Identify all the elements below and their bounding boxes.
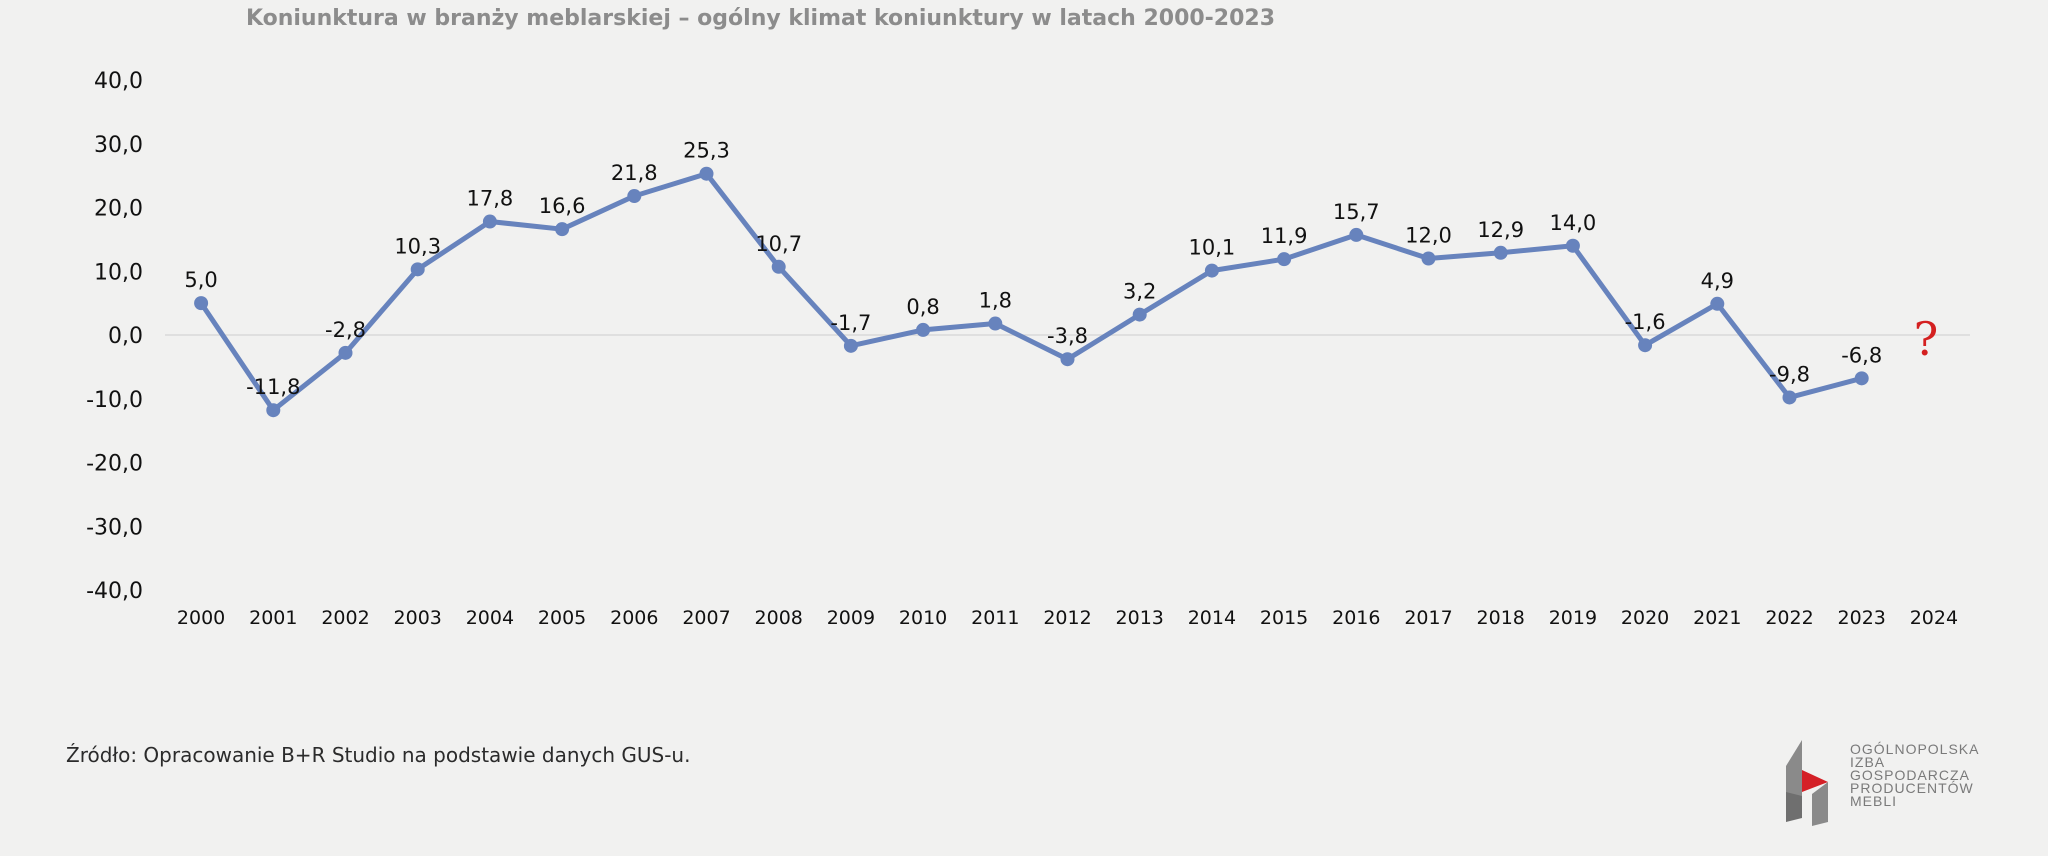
data-point	[1277, 252, 1292, 267]
x-tick-label: 2003	[394, 607, 442, 629]
data-point	[194, 296, 209, 311]
data-label: 21,8	[611, 161, 658, 185]
data-label: 17,8	[467, 187, 514, 211]
forecast-question-mark: ?	[1914, 312, 1939, 366]
x-tick-label: 2016	[1332, 607, 1380, 629]
y-tick-label: -30,0	[86, 515, 143, 540]
data-label: 1,8	[979, 289, 1012, 313]
x-tick-label: 2014	[1188, 607, 1236, 629]
data-point	[1349, 227, 1364, 242]
data-label: 25,3	[683, 139, 730, 163]
data-point	[1710, 296, 1725, 311]
data-point	[555, 222, 570, 237]
data-point	[1854, 371, 1869, 386]
data-label: 10,1	[1189, 236, 1236, 260]
data-label: -1,7	[830, 311, 871, 335]
x-tick-label: 2012	[1043, 607, 1091, 629]
data-label: -2,8	[325, 318, 366, 342]
data-label: 16,6	[539, 194, 586, 218]
x-tick-label: 2008	[755, 607, 803, 629]
data-point	[338, 345, 353, 360]
x-tick-label: 2002	[321, 607, 369, 629]
y-tick-label: 30,0	[94, 133, 143, 158]
x-tick-label: 2021	[1693, 607, 1741, 629]
x-tick-label: 2020	[1621, 607, 1669, 629]
data-label: 0,8	[906, 295, 939, 319]
data-label: 12,9	[1477, 218, 1524, 242]
y-tick-label: 0,0	[108, 324, 143, 349]
logo-line: MEBLI	[1850, 793, 1898, 809]
data-label: 10,7	[755, 232, 802, 256]
x-tick-label: 2019	[1549, 607, 1597, 629]
x-tick-label: 2011	[971, 607, 1019, 629]
y-tick-label: 10,0	[94, 260, 143, 285]
data-point	[1132, 307, 1147, 322]
data-label: 15,7	[1333, 200, 1380, 224]
series-line	[198, 171, 1865, 413]
data-point	[266, 403, 281, 418]
y-tick-label: 20,0	[94, 197, 143, 222]
x-tick-label: 2007	[682, 607, 730, 629]
data-point	[988, 316, 1003, 331]
x-tick-label: 2022	[1765, 607, 1813, 629]
y-tick-label: -40,0	[86, 579, 143, 604]
data-label: 14,0	[1550, 211, 1597, 235]
x-tick-label: 2015	[1260, 607, 1308, 629]
data-point	[410, 262, 425, 277]
data-point	[699, 166, 714, 181]
data-point	[1565, 238, 1580, 253]
data-point	[482, 214, 497, 229]
x-tick-label: 2010	[899, 607, 947, 629]
data-label: -3,8	[1047, 324, 1088, 348]
chart-title: Koniunktura w branży meblarskiej – ogóln…	[245, 6, 1276, 31]
data-point	[1421, 251, 1436, 266]
x-tick-label: 2001	[249, 607, 297, 629]
x-tick-label: 2018	[1477, 607, 1525, 629]
x-tick-label: 2005	[538, 607, 586, 629]
data-point	[916, 322, 931, 337]
y-tick-label: -10,0	[86, 388, 143, 413]
logo-line: PRODUCENTÓW	[1850, 780, 1974, 796]
x-tick-label: 2004	[466, 607, 514, 629]
data-label: 12,0	[1405, 224, 1452, 248]
logo-line: OGÓLNOPOLSKA	[1850, 741, 1980, 757]
source-note: Źródło: Opracowanie B+R Studio na podsta…	[66, 743, 691, 767]
y-tick-label: -20,0	[86, 452, 143, 477]
data-label: 3,2	[1123, 280, 1156, 304]
data-point	[771, 259, 786, 274]
data-point	[1638, 338, 1653, 353]
y-tick-label: 40,0	[94, 69, 143, 94]
data-point	[843, 338, 858, 353]
data-label: 5,0	[184, 268, 217, 292]
data-label: -11,8	[246, 375, 300, 399]
x-tick-label: 2009	[827, 607, 875, 629]
ogpm-logo-mark	[1786, 740, 1828, 826]
x-tick-label: 2013	[1116, 607, 1164, 629]
x-tick-label: 2006	[610, 607, 658, 629]
data-label: -1,6	[1625, 310, 1666, 334]
data-label: -6,8	[1841, 343, 1882, 367]
data-point	[627, 189, 642, 204]
data-point	[1493, 245, 1508, 260]
data-label: 10,3	[394, 234, 441, 258]
logo-line: GOSPODARCZA	[1850, 767, 1970, 783]
data-label: -9,8	[1769, 362, 1810, 386]
x-tick-label: 2024	[1910, 607, 1958, 629]
ogpm-logo: OGÓLNOPOLSKA IZBA GOSPODARCZA PRODUCENTÓ…	[1784, 736, 2024, 826]
x-tick-label: 2000	[177, 607, 225, 629]
x-tick-label: 2017	[1404, 607, 1452, 629]
data-point	[1204, 263, 1219, 278]
logo-line: IZBA	[1850, 754, 1886, 770]
data-point	[1060, 352, 1075, 367]
ogpm-logo-text: OGÓLNOPOLSKA IZBA GOSPODARCZA PRODUCENTÓ…	[1850, 741, 1980, 809]
x-tick-label: 2023	[1838, 607, 1886, 629]
data-label: 4,9	[1701, 269, 1734, 293]
data-point	[1782, 390, 1797, 405]
data-label: 11,9	[1261, 224, 1308, 248]
